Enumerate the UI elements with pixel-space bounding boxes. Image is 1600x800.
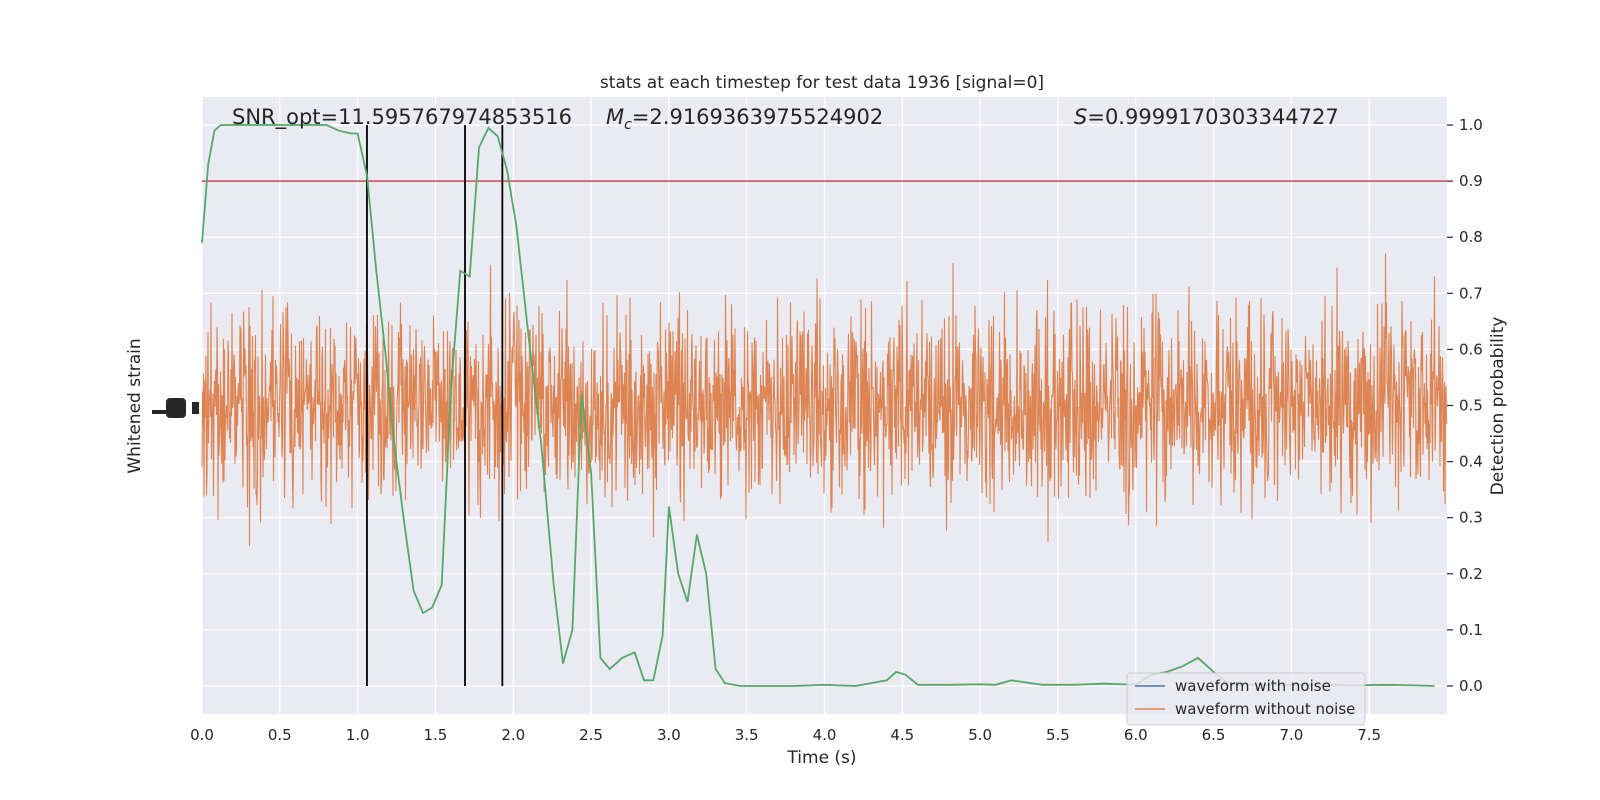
x-tick-label: 6.0 [1124,726,1148,744]
y-tick-label: 1.0 [1459,116,1483,134]
left-tick-smudge [152,410,166,414]
y-tick-label: 0.4 [1459,453,1483,471]
y-tick-label: 0.2 [1459,565,1483,583]
right-y-axis-label: Detection probability [1488,317,1508,496]
y-tick-label: 0.8 [1459,228,1483,246]
y-tick-label: 0.6 [1459,340,1483,358]
legend-frame [1126,672,1366,726]
chirp-mass-subscript: c [624,117,632,133]
y-tick-label: 0.5 [1459,397,1483,415]
x-tick-label: 4.5 [890,726,914,744]
y-tick-label: 0.0 [1459,677,1483,695]
x-tick-label: 1.5 [424,726,448,744]
left-y-axis-label: Whitened strain [125,338,145,473]
x-axis-label: Time (s) [786,748,856,768]
x-tick-label: 0.5 [268,726,292,744]
x-tick-label: 3.0 [657,726,681,744]
s-symbol: S [1074,105,1087,129]
chirp-mass-symbol: M [606,105,624,129]
x-tick-label: 2.5 [579,726,603,744]
x-axis-ticks: 0.0 0.5 1.0 1.5 2.0 2.5 3.0 3.5 4.0 4.5 5.0 5.5 6.0 6… [190,726,1381,744]
snr-annotation: SNR_opt=11.595767974853516 [232,105,572,130]
chart-title: stats at each timestep for test data 193… [600,73,1044,93]
x-tick-label: 0.0 [190,726,214,744]
chirp-mass-annotation: Mc=2.9169363975524902 [606,105,883,133]
s-annotation: S=0.9999170303344727 [1074,105,1339,129]
x-tick-label: 7.5 [1357,726,1381,744]
x-tick-label: 6.5 [1202,726,1226,744]
y-tick-label: 0.7 [1459,284,1483,302]
x-tick-label: 7.0 [1279,726,1303,744]
x-tick-label: 4.0 [813,726,837,744]
legend-entry-with-noise: waveform with noise [1175,677,1331,695]
legend: waveform with noise waveform without noi… [1126,672,1366,726]
waveform-without-noise-line [201,253,1448,546]
left-tick-smudge [192,402,199,414]
chirp-mass-value: =2.9169363975524902 [632,105,883,129]
y-tick-label: 0.3 [1459,509,1483,527]
y-tick-label: 0.9 [1459,172,1483,190]
left-tick-smudge [166,398,186,418]
x-tick-label: 5.0 [968,726,992,744]
y-tick-label: 0.1 [1459,621,1483,639]
x-tick-label: 3.5 [735,726,759,744]
waveform-without-noise-series [201,253,1448,546]
x-tick-label: 1.0 [346,726,370,744]
vertical-marker-lines [366,125,504,686]
s-value: =0.9999170303344727 [1087,105,1338,129]
left-y-axis-tick-labels [152,398,199,418]
right-y-axis-ticks: 0.0 0.1 0.2 0.3 0.4 0.5 0.6 0.7 0.8 0.9 1.0 [1447,116,1483,695]
legend-entry-without-noise: waveform without noise [1175,700,1355,718]
x-tick-label: 2.0 [501,726,525,744]
x-tick-label: 5.5 [1046,726,1070,744]
